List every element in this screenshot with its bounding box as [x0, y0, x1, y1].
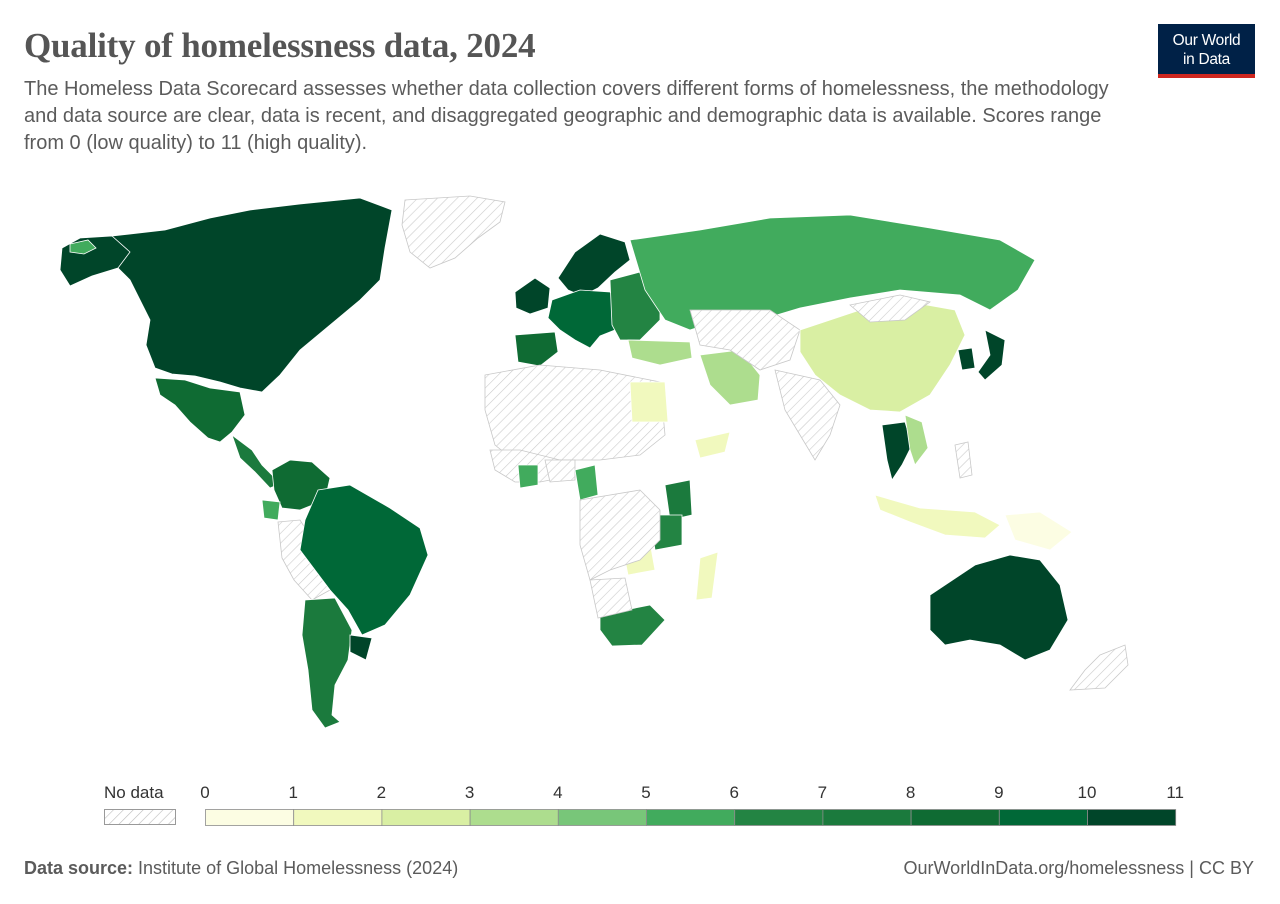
legend-bin-4[interactable]	[557, 809, 647, 826]
legend-tick-4: 4	[553, 783, 563, 802]
legend-tick-7: 7	[817, 783, 828, 802]
legend-tick-3: 3	[464, 783, 475, 802]
region-india[interactable]	[774, 369, 841, 461]
region-canada-usa[interactable]	[111, 197, 393, 393]
data-source-label: Data source:	[24, 858, 134, 878]
legend-tick-0: 0	[200, 783, 210, 802]
data-source-text: Institute of Global Homelessness (2024)	[133, 858, 459, 878]
region-nigeria[interactable]	[544, 459, 576, 483]
region-iceland[interactable]	[69, 239, 97, 255]
world-map[interactable]	[0, 160, 1280, 760]
legend-no-data-label: No data	[104, 783, 164, 802]
legend-tick-1: 1	[288, 783, 298, 802]
country-shapes[interactable]	[59, 195, 1129, 729]
region-australia[interactable]	[929, 554, 1069, 661]
legend-tick-8: 8	[905, 783, 916, 802]
region-greenland[interactable]	[401, 195, 506, 269]
legend-tick-6: 6	[729, 783, 739, 802]
logo-line-1: Our World	[1172, 32, 1241, 49]
legend-bin-10[interactable]	[1087, 809, 1177, 826]
region-indonesia[interactable]	[874, 494, 1001, 539]
region-brazil[interactable]	[299, 484, 429, 636]
region-peru-bolivia[interactable]	[277, 519, 331, 601]
legend-bin-2[interactable]	[381, 809, 471, 826]
region-thailand[interactable]	[881, 421, 913, 481]
region-egypt[interactable]	[629, 381, 669, 423]
legend-tick-11: 11	[1166, 783, 1185, 802]
region-iberia[interactable]	[514, 331, 559, 367]
region-turkey[interactable]	[627, 339, 693, 366]
legend-tick-10: 10	[1077, 783, 1097, 802]
region-kenya[interactable]	[664, 479, 693, 521]
region-uruguay[interactable]	[349, 634, 373, 661]
legend-bin-7[interactable]	[822, 809, 912, 826]
region-western-central-europe[interactable]	[547, 289, 626, 349]
region-south-africa[interactable]	[599, 604, 666, 647]
legend-tick-2: 2	[376, 783, 387, 802]
chart-title: Quality of homelessness data, 2024	[24, 26, 536, 65]
legend-tick-5: 5	[641, 783, 651, 802]
region-cameroon[interactable]	[574, 464, 599, 501]
owid-logo[interactable]: Our World in Data	[1158, 24, 1255, 78]
region-mexico[interactable]	[154, 377, 246, 443]
region-new-zealand[interactable]	[1069, 644, 1129, 691]
region-mongolia[interactable]	[849, 294, 931, 323]
region-madagascar[interactable]	[695, 551, 719, 601]
region-philippines[interactable]	[954, 441, 973, 479]
legend-bin-8[interactable]	[910, 809, 1000, 826]
region-vietnam[interactable]	[904, 414, 929, 466]
legend-bin-3[interactable]	[469, 809, 559, 826]
region-russia[interactable]	[629, 214, 1036, 331]
region-yemen[interactable]	[694, 431, 731, 459]
region-argentina-chile[interactable]	[301, 597, 353, 729]
region-north-africa[interactable]	[484, 364, 666, 466]
region-ecuador[interactable]	[261, 499, 281, 521]
legend-tick-labels: 0 1 2 3 4 5 6 7 8 9 10 11	[0, 783, 1280, 805]
region-papua-new-guinea[interactable]	[1004, 511, 1073, 551]
legend-bin-0[interactable]	[205, 809, 295, 826]
region-ghana[interactable]	[517, 464, 539, 489]
region-central-africa[interactable]	[579, 489, 661, 581]
chart-subtitle: The Homeless Data Scorecard assesses whe…	[24, 78, 1109, 154]
region-namibia-botswana[interactable]	[589, 577, 633, 619]
region-south-korea[interactable]	[957, 347, 976, 371]
legend-bin-6[interactable]	[734, 809, 824, 826]
data-source: Data source: Institute of Global Homeles…	[24, 858, 458, 879]
region-central-asia[interactable]	[689, 309, 801, 371]
legend-bin-5[interactable]	[646, 809, 736, 826]
credit-link[interactable]: OurWorldInData.org/homelessness | CC BY	[903, 858, 1254, 878]
legend-no-data-swatch[interactable]	[104, 809, 176, 825]
logo-line-2: in Data	[1182, 51, 1230, 68]
legend-color-scale[interactable]	[205, 809, 1177, 827]
legend-tick-9: 9	[994, 783, 1004, 802]
region-japan[interactable]	[977, 329, 1006, 381]
legend-bin-9[interactable]	[998, 809, 1088, 826]
legend-bin-1[interactable]	[293, 809, 383, 826]
region-united-kingdom-ireland[interactable]	[514, 277, 551, 315]
